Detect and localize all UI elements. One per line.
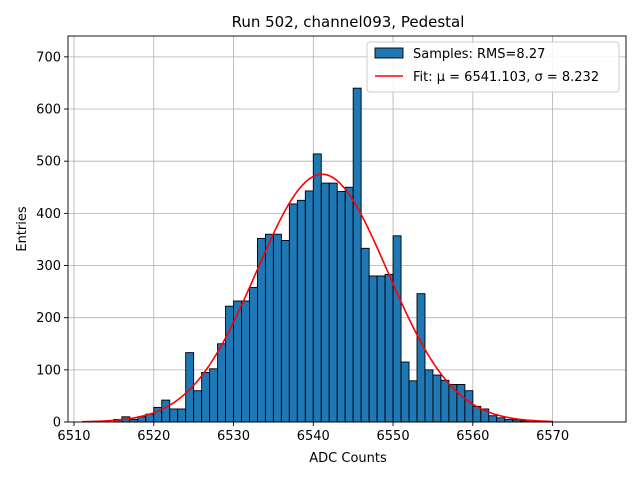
histogram-bar (288, 203, 298, 423)
gaussian-fit-curve (81, 173, 553, 423)
legend: Samples: RMS=8.27 Fit: μ = 6541.103, σ =… (366, 41, 620, 93)
histogram-bar (416, 293, 426, 423)
histogram-bar (217, 343, 226, 423)
histogram-bar (296, 199, 306, 423)
histogram-bar (496, 417, 506, 423)
histogram-bar (320, 182, 330, 423)
histogram-bar (336, 190, 346, 423)
x-tick-label: 6530 (217, 429, 250, 444)
chart-title: Run 502, channel093, Pedestal (232, 13, 465, 31)
histogram-bar (352, 87, 362, 423)
y-tick-label: 700 (36, 50, 61, 65)
x-tick-label: 6520 (137, 429, 170, 444)
y-axis-ticks: 0 100 200 300 400 500 600 700 (36, 50, 68, 431)
histogram-bar (488, 415, 498, 423)
histogram-bar (193, 390, 203, 423)
histogram-bar (464, 390, 474, 423)
x-axis-label: ADC Counts (309, 451, 387, 466)
histogram-bar (312, 153, 322, 423)
histogram-bar (368, 275, 378, 423)
histogram-bar (177, 408, 187, 423)
legend-label-samples: Samples: RMS=8.27 (413, 47, 545, 62)
histogram-bar (400, 361, 410, 423)
histogram-bar (344, 186, 354, 423)
histogram-bar (384, 273, 394, 423)
histogram-bar (161, 399, 171, 423)
histogram-bar (304, 190, 314, 423)
y-tick-label: 100 (36, 363, 61, 378)
legend-label-fit: Fit: μ = 6541.103, σ = 8.232 (413, 70, 599, 85)
x-tick-label: 6510 (57, 429, 90, 444)
legend-swatch-samples (374, 47, 404, 59)
y-tick-label: 300 (36, 259, 61, 274)
histogram-bar (408, 380, 418, 423)
x-tick-label: 6560 (456, 429, 489, 444)
x-tick-label: 6570 (536, 429, 569, 444)
histogram-bar (201, 371, 211, 423)
y-tick-label: 0 (53, 416, 61, 431)
histogram-bar (241, 300, 250, 423)
y-tick-label: 400 (36, 207, 61, 222)
y-axis-label: Entries (15, 206, 30, 252)
histogram-bar (209, 368, 219, 423)
histogram-bar (264, 233, 274, 423)
y-tick-label: 500 (36, 155, 61, 170)
legend-frame (366, 41, 620, 93)
histogram-bar (376, 275, 386, 423)
histogram-bar (328, 182, 338, 423)
x-tick-label: 6550 (377, 429, 410, 444)
histogram-bar (424, 369, 434, 423)
histogram-bar (280, 240, 290, 423)
y-tick-label: 600 (36, 103, 61, 118)
x-tick-label: 6540 (297, 429, 330, 444)
y-tick-label: 200 (36, 311, 61, 326)
histogram-bar (272, 233, 282, 423)
histogram-bar (249, 286, 258, 423)
histogram-bar (456, 383, 466, 423)
histogram-bar (360, 247, 370, 423)
histogram-bar (440, 379, 450, 423)
plot-frame (67, 35, 627, 423)
histogram-bar (392, 235, 402, 423)
histogram-bar (169, 408, 179, 423)
x-axis-ticks: 6510 6520 6530 6540 6550 6560 6570 (57, 422, 569, 444)
histogram-bar (432, 374, 442, 423)
